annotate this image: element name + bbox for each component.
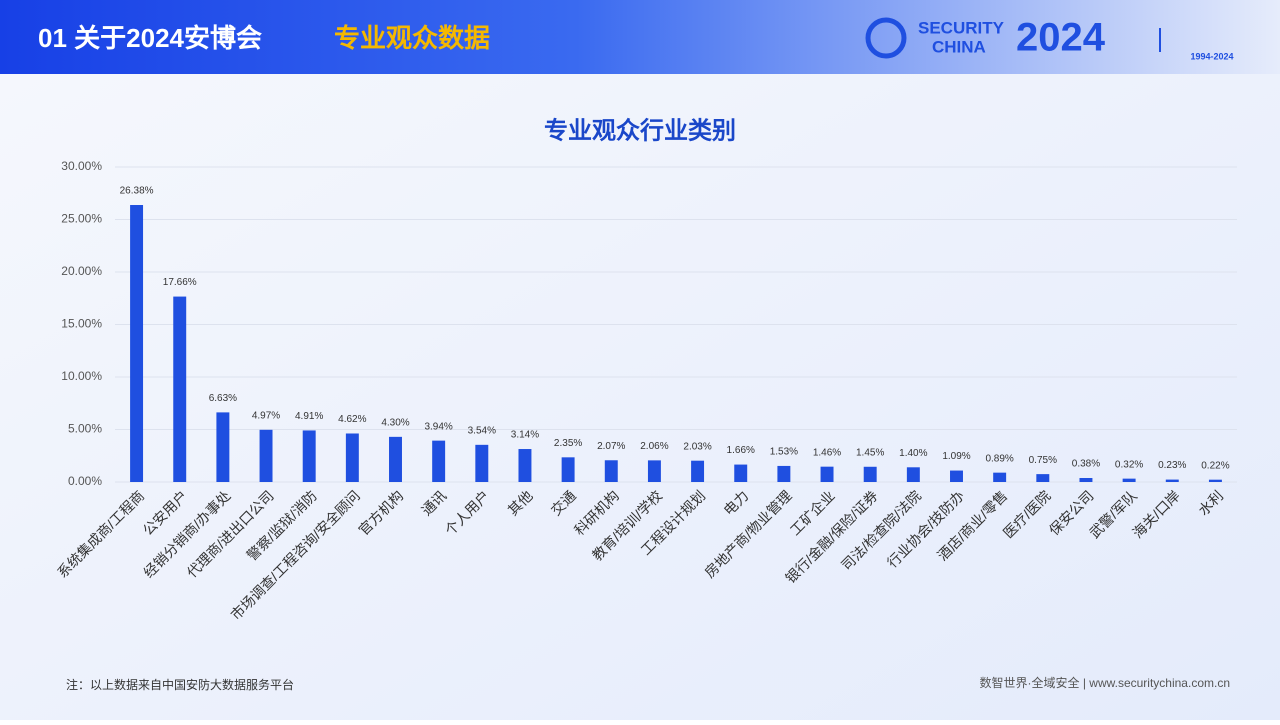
anniversary-years: 1994-2024 bbox=[1190, 51, 1233, 61]
bar bbox=[518, 449, 532, 482]
bar bbox=[863, 466, 877, 482]
bar bbox=[389, 436, 402, 482]
y-tick-label: 15.00% bbox=[61, 317, 102, 331]
bar bbox=[604, 460, 618, 482]
y-tick-label: 20.00% bbox=[61, 264, 102, 278]
bar bbox=[647, 460, 661, 482]
bar bbox=[777, 465, 791, 482]
value-label: 6.63% bbox=[209, 393, 237, 404]
footer-slogan: 数智世界·全域安全 | www.securitychina.com.cn bbox=[980, 675, 1231, 690]
value-label: 1.40% bbox=[899, 448, 927, 459]
bar bbox=[734, 464, 748, 482]
bar bbox=[475, 444, 489, 482]
value-label: 1.66% bbox=[727, 445, 755, 456]
y-tick-label: 0.00% bbox=[68, 474, 102, 488]
value-label: 1.45% bbox=[856, 447, 884, 458]
value-label: 2.35% bbox=[554, 438, 582, 449]
chart-title: 专业观众行业类别 bbox=[544, 116, 736, 144]
bar bbox=[173, 296, 187, 482]
value-label: 17.66% bbox=[163, 277, 197, 288]
value-label: 0.32% bbox=[1115, 459, 1143, 470]
bar bbox=[1208, 479, 1222, 482]
bar bbox=[259, 429, 273, 482]
value-label: 26.38% bbox=[120, 186, 154, 197]
logo-top: SECURITY bbox=[918, 18, 1005, 37]
value-label: 3.14% bbox=[511, 430, 539, 441]
bar bbox=[906, 467, 920, 482]
value-label: 4.62% bbox=[338, 414, 366, 425]
value-label: 4.91% bbox=[295, 411, 323, 422]
bar bbox=[1079, 478, 1093, 482]
bar bbox=[1122, 478, 1136, 482]
value-label: 2.07% bbox=[597, 441, 625, 452]
bar bbox=[432, 440, 446, 482]
bar bbox=[302, 430, 316, 482]
bar bbox=[130, 205, 144, 482]
bar bbox=[820, 466, 834, 482]
value-label: 0.75% bbox=[1029, 455, 1057, 466]
bar bbox=[1036, 474, 1050, 482]
bar bbox=[1165, 479, 1179, 482]
value-label: 0.22% bbox=[1201, 460, 1229, 471]
bar bbox=[345, 433, 359, 482]
value-label: 4.97% bbox=[252, 410, 280, 421]
y-tick-label: 5.00% bbox=[68, 422, 102, 436]
header-bar bbox=[0, 0, 1280, 74]
bar bbox=[691, 460, 705, 482]
value-label: 2.06% bbox=[640, 441, 668, 452]
logo-bottom: CHINA bbox=[932, 37, 986, 56]
section-subtitle: 专业观众数据 bbox=[334, 23, 490, 53]
bar bbox=[950, 470, 963, 482]
value-label: 3.54% bbox=[468, 425, 496, 436]
bar bbox=[561, 457, 575, 482]
section-title: 01 关于2024安博会 bbox=[38, 23, 262, 53]
y-tick-label: 10.00% bbox=[61, 369, 102, 383]
value-label: 4.30% bbox=[381, 417, 409, 428]
footer-note: 注：以上数据来自中国安防大数据服务平台 bbox=[66, 677, 294, 692]
value-label: 0.38% bbox=[1072, 459, 1100, 470]
value-label: 1.46% bbox=[813, 447, 841, 458]
bar bbox=[216, 412, 230, 482]
value-label: 0.89% bbox=[985, 453, 1013, 464]
logo-icon bbox=[865, 17, 907, 59]
y-tick-label: 25.00% bbox=[61, 212, 102, 226]
bar bbox=[993, 472, 1007, 482]
value-label: 2.03% bbox=[683, 441, 711, 452]
value-label: 1.09% bbox=[942, 451, 970, 462]
y-tick-label: 30.00% bbox=[61, 159, 102, 173]
value-label: 0.23% bbox=[1158, 460, 1186, 471]
value-label: 1.53% bbox=[770, 447, 798, 458]
logo-year: 2024 bbox=[1016, 16, 1106, 60]
value-label: 3.94% bbox=[424, 421, 452, 432]
